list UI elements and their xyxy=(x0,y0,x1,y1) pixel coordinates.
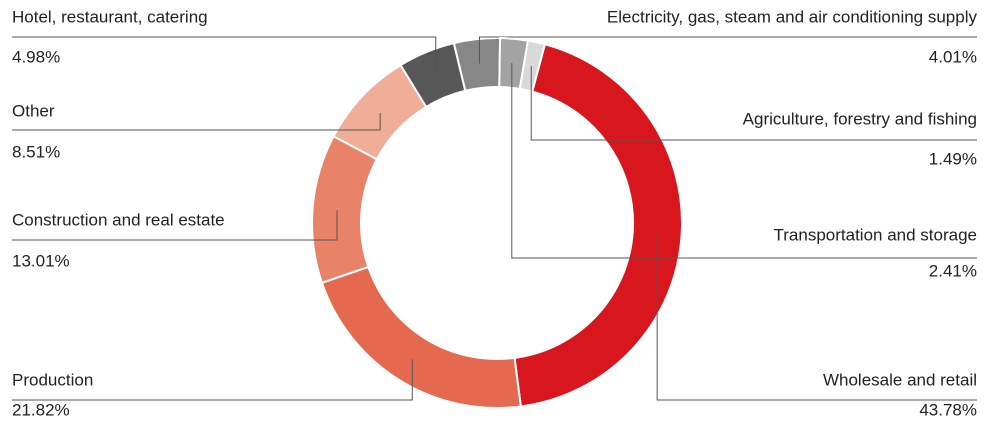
leader-line xyxy=(12,112,381,131)
leader-line xyxy=(12,359,413,401)
leader-line xyxy=(12,210,338,241)
slice-label: Other xyxy=(12,101,55,120)
slice-value: 43.78% xyxy=(919,400,977,419)
slice-label: Agriculture, forestry and fishing xyxy=(743,109,977,128)
slice-label: Hotel, restaurant, catering xyxy=(12,7,208,26)
leader-line xyxy=(12,36,437,75)
slice-label: Electricity, gas, steam and air conditio… xyxy=(607,7,978,26)
slice-label: Production xyxy=(12,370,93,389)
slice-value: 8.51% xyxy=(12,142,60,161)
leader-line xyxy=(530,66,977,141)
leader-line xyxy=(511,63,977,259)
slice-value: 1.49% xyxy=(929,149,977,168)
slice-label: Wholesale and retail xyxy=(823,370,977,389)
slice-label: Construction and real estate xyxy=(12,210,225,229)
slice-value: 4.98% xyxy=(12,47,60,66)
donut-slice xyxy=(513,43,683,408)
slice-label: Transportation and storage xyxy=(774,225,978,244)
donut-slice xyxy=(320,265,522,409)
donut-slice xyxy=(518,39,547,93)
slice-value: 21.82% xyxy=(12,400,70,419)
slice-value: 13.01% xyxy=(12,251,70,270)
slice-value: 2.41% xyxy=(929,261,977,280)
leader-line xyxy=(656,233,977,401)
donut-slice xyxy=(311,134,379,285)
slice-value: 4.01% xyxy=(929,47,977,66)
leader-line xyxy=(479,36,977,64)
